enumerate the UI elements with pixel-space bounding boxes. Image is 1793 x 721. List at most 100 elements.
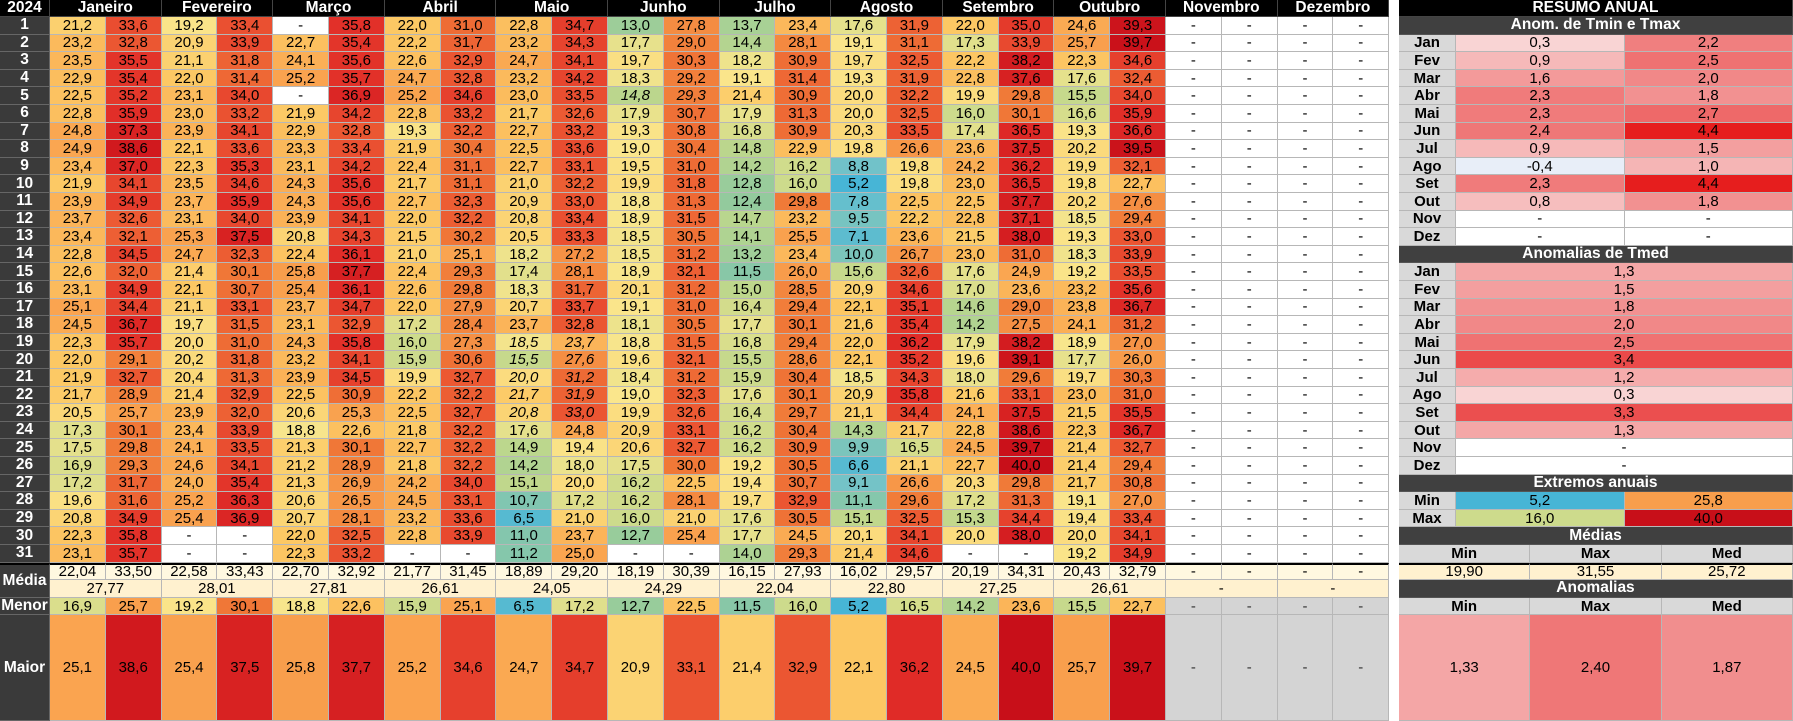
tmax-cell: 30,9	[775, 122, 832, 141]
tmax-cell: 27,3	[440, 333, 497, 352]
tmin-cell: 23,5	[161, 175, 218, 193]
tmax-cell: 17,2	[552, 492, 608, 510]
tmax-cell: 33,6	[440, 509, 497, 528]
tmin-cell: 17,5	[50, 439, 106, 457]
tmin-cell: 22,3	[50, 333, 106, 352]
tmax-cell: 32,2	[440, 122, 497, 141]
tmax-cell: 35,7	[105, 545, 162, 563]
maior-min: -	[1166, 615, 1222, 721]
anom-tmax: 2,5	[1624, 52, 1793, 70]
tmin-cell: 24,6	[1054, 17, 1111, 35]
anom-tmax: 4,4	[1624, 175, 1793, 193]
tmin-cell: -	[1277, 17, 1334, 35]
tmin-cell: 15,0	[719, 281, 776, 299]
tmin-cell: 10,7	[496, 492, 553, 510]
tmin-cell: -	[1166, 193, 1222, 211]
tmax-cell: -	[1221, 316, 1278, 334]
tmax-cell: 35,2	[105, 87, 162, 105]
tmax-cell: -	[1221, 69, 1278, 88]
tmin-cell: -	[1166, 492, 1222, 510]
tmax-cell: -	[1221, 105, 1278, 123]
media-min: 16,15	[719, 562, 776, 581]
tmax-cell: 31,7	[105, 474, 162, 493]
tmin-cell: 14,9	[496, 439, 553, 457]
tmin-cell: -	[1166, 245, 1222, 264]
tmed-anom: -	[1456, 457, 1793, 475]
tmin-cell: 17,7	[1054, 351, 1111, 369]
tmin-cell: 16,4	[719, 404, 776, 422]
anom-tmax: 1,8	[1624, 193, 1793, 211]
tmax-cell: 33,5	[217, 439, 274, 457]
tmax-cell: 33,9	[440, 527, 497, 545]
tmin-cell: 22,9	[273, 122, 329, 141]
day-label-28: 28	[0, 492, 50, 510]
tmax-cell: 32,2	[440, 421, 497, 440]
tmax-cell: -	[1221, 122, 1278, 141]
tmax-cell: 39,1	[998, 351, 1055, 369]
tmin-cell: 20,6	[608, 439, 664, 457]
tmax-cell: 35,7	[105, 333, 162, 352]
medias-col-label: Min	[1399, 545, 1531, 563]
tmin-cell: 22,5	[384, 404, 441, 422]
tmin-cell: 19,9	[608, 175, 664, 193]
media-min: 20,19	[942, 562, 999, 581]
day-label-13: 13	[0, 228, 50, 246]
tmax-cell: -	[1333, 245, 1390, 264]
tmax-cell: 38,2	[998, 52, 1055, 70]
tmax-cell: 25,5	[775, 228, 832, 246]
day-label-12: 12	[0, 210, 50, 229]
tmax-cell: 29,4	[775, 298, 832, 317]
month-header-7: Julho	[719, 0, 832, 17]
tmin-cell: -	[1166, 474, 1222, 493]
tmax-cell: 32,0	[217, 404, 274, 422]
tmax-cell: 28,4	[440, 316, 497, 334]
tmax-cell: 39,5	[1110, 140, 1166, 158]
tmin-cell: -	[1277, 298, 1334, 317]
tmin-cell: -	[1277, 439, 1334, 457]
tmax-cell: 27,6	[1110, 193, 1166, 211]
anom-tmin: 2,3	[1456, 175, 1625, 193]
tmin-cell: 23,9	[161, 404, 218, 422]
tmin-cell: 23,3	[273, 140, 329, 158]
tmin-cell: 17,2	[384, 316, 441, 334]
tmax-cell: 32,2	[440, 439, 497, 457]
tmax-cell: 28,9	[329, 457, 385, 475]
tmax-cell: 40,0	[998, 457, 1055, 475]
tmax-cell: 32,6	[105, 210, 162, 229]
media-max: 31,45	[440, 562, 497, 581]
tmax-cell: 32,5	[887, 509, 943, 528]
menor-min: 19,2	[161, 597, 218, 616]
tmax-cell: 34,2	[329, 105, 385, 123]
tmax-cell: 35,4	[887, 316, 943, 334]
tmax-cell: 22,7	[1110, 175, 1166, 193]
tmax-cell: -	[1221, 175, 1278, 193]
tmin-cell: 22,0	[384, 210, 441, 229]
tmax-cell: -	[217, 527, 274, 545]
tmax-cell: 32,5	[887, 52, 943, 70]
tmin-cell: 21,4	[161, 263, 218, 281]
maior-max: 37,5	[217, 615, 274, 721]
tmin-cell: 23,4	[50, 157, 106, 176]
tmin-cell: -	[1166, 316, 1222, 334]
anom-month-label: Fev	[1399, 52, 1456, 70]
tmin-cell: 16,9	[50, 457, 106, 475]
tmax-cell: -	[1333, 34, 1390, 53]
tmin-cell: 21,4	[719, 87, 776, 105]
tmax-cell: -	[1221, 245, 1278, 264]
tmax-cell: 34,0	[1110, 87, 1166, 105]
tmin-cell: -	[1277, 509, 1334, 528]
day-label-22: 22	[0, 386, 50, 405]
tmin-cell: 17,9	[719, 105, 776, 123]
tmax-cell: -	[1333, 87, 1390, 105]
tmax-cell: 35,4	[217, 474, 274, 493]
tmin-cell: 17,6	[719, 386, 776, 405]
tmin-cell: 23,1	[50, 281, 106, 299]
day-label-30: 30	[0, 527, 50, 545]
tmax-cell: 34,0	[440, 474, 497, 493]
tmax-cell: -	[1333, 474, 1390, 493]
media-max: 27,93	[775, 562, 832, 581]
tmin-cell: 22,8	[50, 245, 106, 264]
tmax-cell: 34,6	[217, 175, 274, 193]
media-med: -	[1277, 580, 1390, 598]
tmax-cell: 33,0	[552, 404, 608, 422]
